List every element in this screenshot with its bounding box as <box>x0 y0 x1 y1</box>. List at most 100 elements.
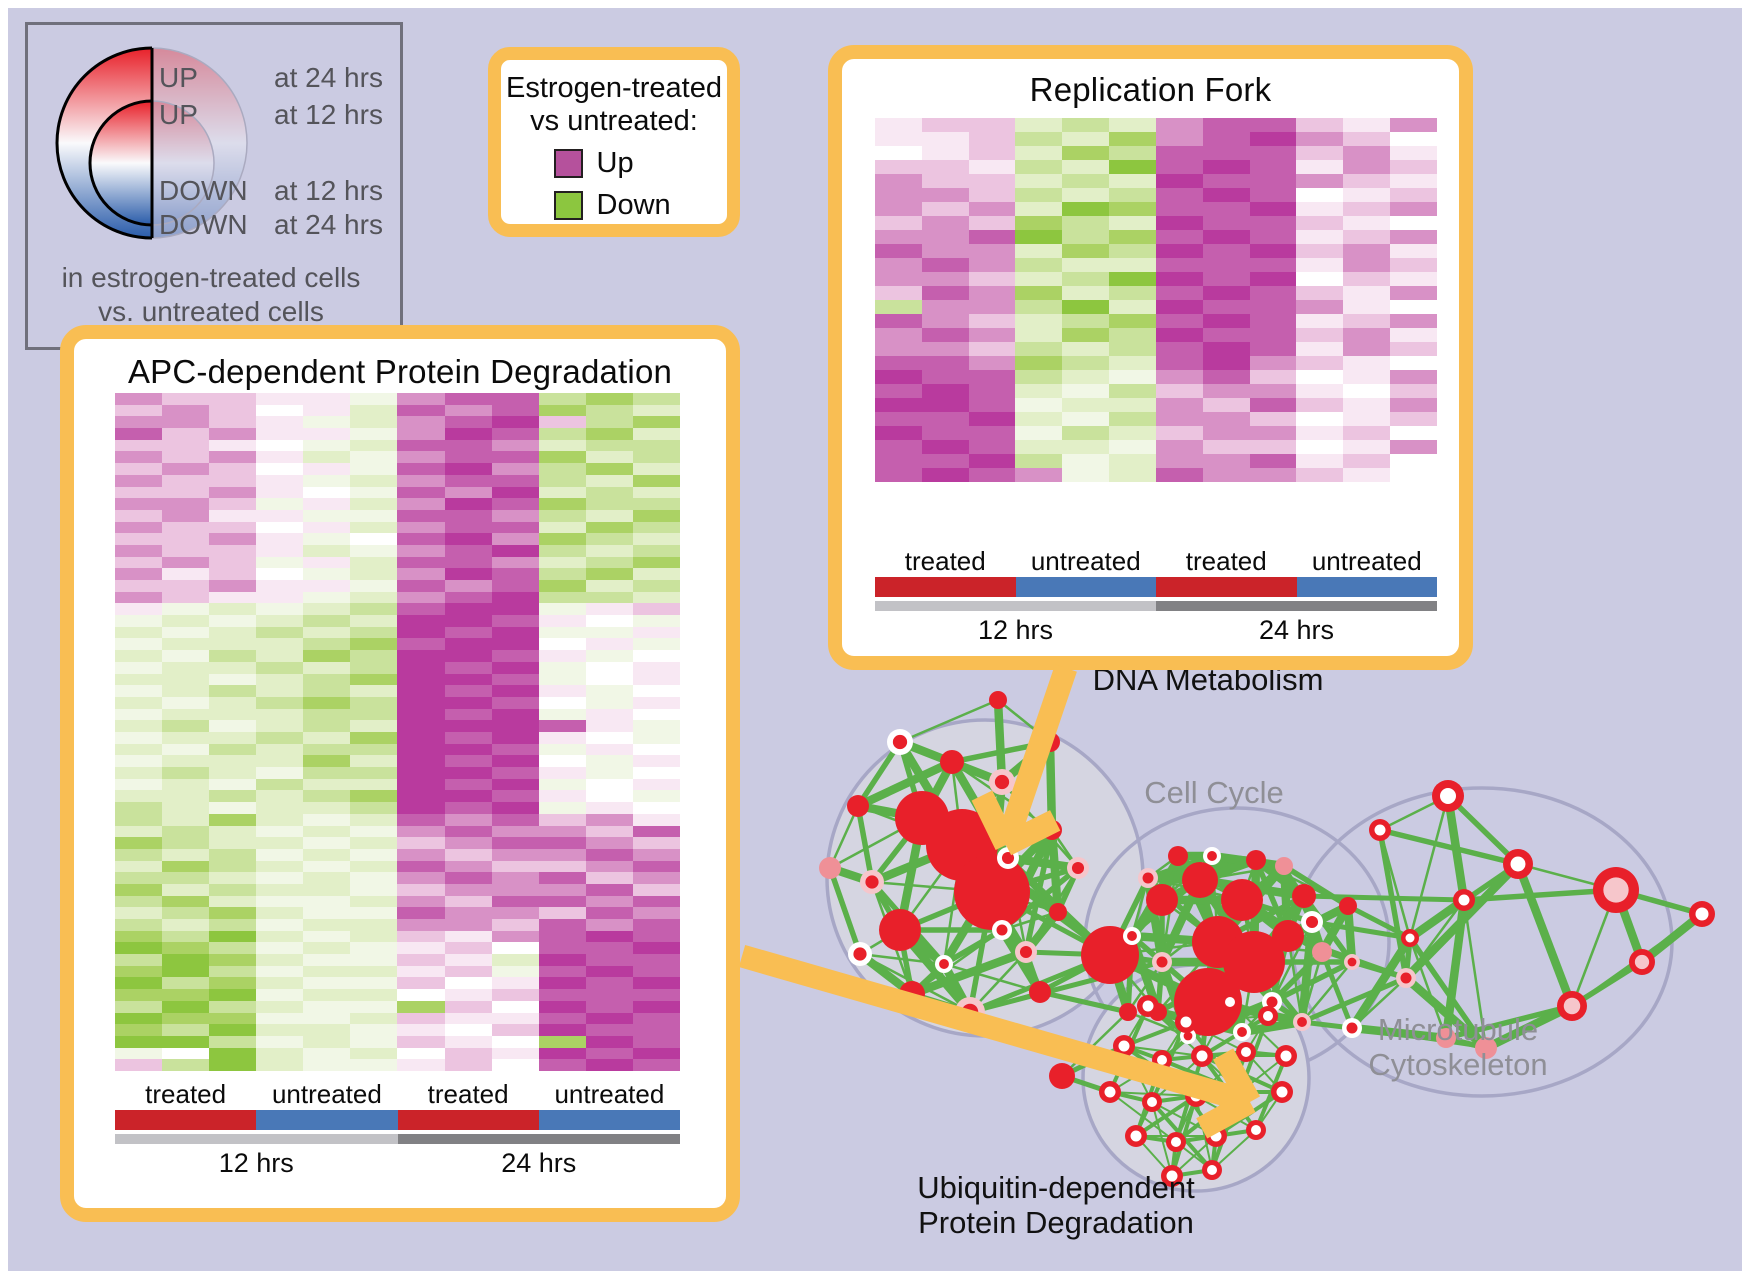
heatmap-cell <box>397 626 445 639</box>
heatmap-cell <box>115 708 163 721</box>
heatmap-cell <box>585 965 633 978</box>
heatmap-cell <box>303 1047 351 1060</box>
heatmap-cell <box>162 860 210 873</box>
heatmap-cell <box>1202 356 1250 370</box>
heatmap-cell <box>1015 188 1063 202</box>
heatmap-cell <box>303 720 351 732</box>
heatmap-cell <box>350 954 398 966</box>
heatmap-cell <box>585 615 633 627</box>
heatmap-cell <box>209 883 257 896</box>
heatmap-cell <box>491 638 539 651</box>
heatmap-cell <box>1202 272 1250 286</box>
heatmap-cell <box>256 1047 304 1060</box>
heatmap-cell <box>585 568 633 581</box>
heatmap-cell <box>1155 188 1203 202</box>
gene-node-core <box>1190 1090 1202 1102</box>
heatmap-cell <box>538 977 586 990</box>
heatmap-cell <box>1155 300 1203 314</box>
heatmap-cell <box>256 661 304 674</box>
heatmap-cell <box>585 732 633 744</box>
heatmap-cell <box>444 965 492 978</box>
heatmap-cell <box>162 708 210 721</box>
heatmap-cell <box>1249 328 1297 342</box>
heatmap-cell <box>585 428 633 440</box>
heatmap-cell <box>444 907 492 920</box>
network-edge <box>1351 1026 1487 1050</box>
gene-node-core <box>1634 954 1650 970</box>
heatmap-cell <box>1202 132 1250 146</box>
heatmap-cell <box>921 146 969 160</box>
heatmap-cell <box>1390 160 1437 174</box>
heatmap-cell <box>1109 300 1156 314</box>
heatmap-cell <box>632 720 680 732</box>
heatmap-cell <box>209 404 257 417</box>
heatmap-cell <box>968 146 1016 160</box>
heatmap-cell <box>115 930 163 943</box>
heatmap-cell <box>444 696 492 709</box>
heatmap-cell <box>1202 244 1250 258</box>
heatmap-cell <box>875 468 922 482</box>
heatmap-cell <box>256 638 304 651</box>
heatmap-cell <box>1390 398 1437 412</box>
heatmap-cell <box>397 556 445 569</box>
heatmap-cell <box>256 568 304 581</box>
heatmap-cell <box>397 755 445 768</box>
network-edge <box>1301 894 1355 964</box>
heatmap-cell <box>921 342 969 356</box>
heatmap-cell <box>303 1024 351 1036</box>
heatmap-cell <box>538 860 586 873</box>
heatmap-cell <box>968 216 1016 230</box>
heatmap-cell <box>256 708 304 721</box>
heatmap-cell <box>585 509 633 522</box>
heatmap-cell <box>256 930 304 943</box>
heatmap-cell <box>162 533 210 545</box>
heatmap-cell <box>538 556 586 569</box>
heatmap-cell <box>162 591 210 604</box>
heatmap-cell <box>585 954 633 966</box>
heatmap-cell <box>491 615 539 627</box>
heatmap-cell <box>350 977 398 990</box>
heatmap-cell <box>397 954 445 966</box>
heatmap-cell <box>162 1047 210 1060</box>
gene-node-core <box>1207 1165 1217 1175</box>
heatmap-cell <box>350 638 398 651</box>
heatmap-cell <box>444 1024 492 1036</box>
gene-node <box>1042 820 1062 840</box>
heatmap-cell <box>209 802 257 814</box>
heatmap-cell <box>585 813 633 826</box>
heatmap-cell <box>1062 146 1110 160</box>
heatmap-cell <box>538 416 586 429</box>
heatmap-cell <box>1249 244 1297 258</box>
heatmap-cell <box>585 696 633 709</box>
gene-node <box>879 909 921 951</box>
heatmap-cell <box>968 244 1016 258</box>
heatmap-cell <box>538 848 586 861</box>
heatmap-cell <box>209 837 257 849</box>
heatmap-cell <box>491 393 539 405</box>
heatmap-cell <box>256 1012 304 1025</box>
heatmap-cell <box>1343 398 1391 412</box>
heatmap-cell <box>491 556 539 569</box>
heatmap-cell <box>162 813 210 826</box>
heatmap-cell <box>397 942 445 955</box>
heatmap-cell <box>632 848 680 861</box>
heatmap-cell <box>162 404 210 417</box>
heatmap-cell <box>1296 412 1344 426</box>
cluster-ub-label: Ubiquitin-dependent <box>917 1170 1195 1205</box>
heatmap-cell <box>444 755 492 768</box>
heatmap-cell <box>1202 146 1250 160</box>
heatmap-cell <box>115 463 163 475</box>
gene-node-core <box>1400 972 1412 984</box>
group-label: untreated <box>554 1079 665 1109</box>
gene-node <box>940 750 964 774</box>
heatmap-cell <box>632 755 680 768</box>
heatmap-cell <box>538 1000 586 1013</box>
heatmap-cell <box>875 216 922 230</box>
heatmap-cell <box>444 825 492 838</box>
heatmap-cell <box>350 603 398 616</box>
heatmap-cell <box>538 615 586 627</box>
heatmap-cell <box>303 732 351 744</box>
heatmap-cell <box>1202 202 1250 216</box>
heatmap-cell <box>115 428 163 440</box>
heatmap-cell <box>1155 370 1203 384</box>
